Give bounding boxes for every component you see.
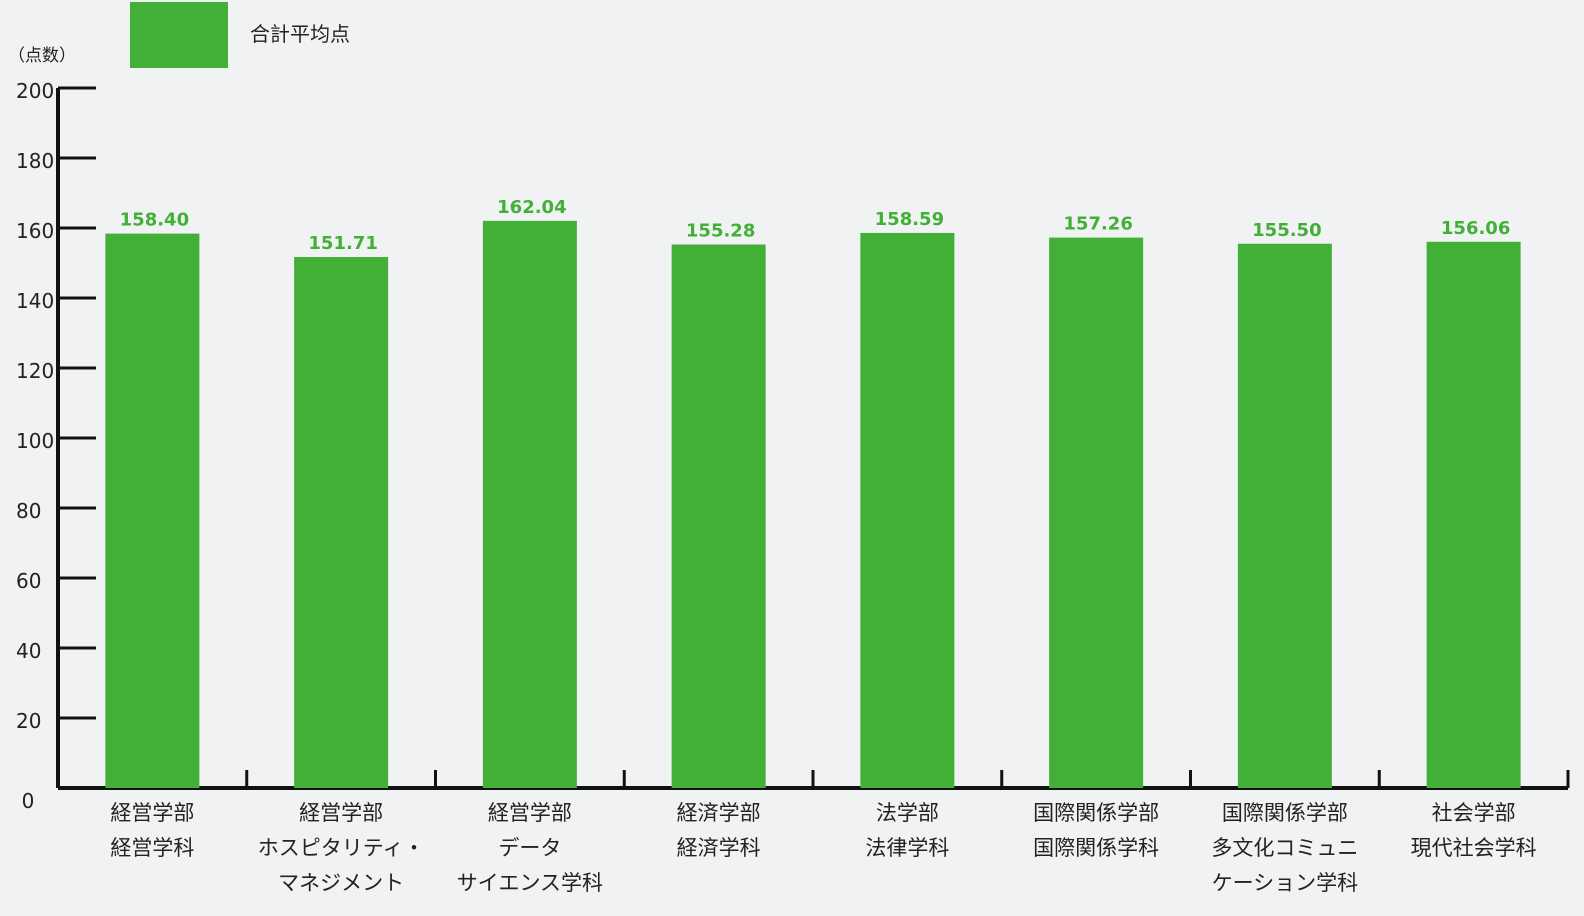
x-category-label: 法律学科 <box>865 836 949 860</box>
data-label: 155.28 <box>686 221 755 242</box>
x-category-label: 経営学部 <box>110 801 194 825</box>
y-tick-label: 100 <box>16 429 54 453</box>
y-tick-label: 120 <box>16 359 54 383</box>
legend-label: 合計平均点 <box>250 22 350 46</box>
x-category-label: 社会学部 <box>1432 801 1516 825</box>
x-category-label: 法学部 <box>876 801 939 825</box>
y-axis-unit-label: （点数） <box>8 46 76 66</box>
bar <box>1426 241 1521 789</box>
x-category-label: 国際関係学部 <box>1033 801 1159 825</box>
x-category-label: ケーション学科 <box>1212 871 1359 895</box>
bar <box>105 233 200 789</box>
y-tick-label: 20 <box>16 709 41 733</box>
x-category-label: 国際関係学科 <box>1033 836 1159 860</box>
data-label: 158.40 <box>120 210 189 231</box>
bar <box>294 257 389 788</box>
data-label: 151.71 <box>308 233 377 254</box>
bar <box>1049 237 1144 789</box>
y-tick-label: 160 <box>16 219 54 243</box>
data-label: 157.26 <box>1063 214 1132 235</box>
x-category-label: 経営学部 <box>299 801 383 825</box>
y-tick-label: 140 <box>16 289 54 313</box>
y-tick-label: 40 <box>16 639 41 663</box>
y-tick-label: 200 <box>16 79 54 103</box>
x-category-label: マネジメント <box>278 871 404 895</box>
data-label: 158.59 <box>875 209 944 230</box>
x-category-label: 多文化コミュニ <box>1211 836 1358 860</box>
legend-swatch <box>130 2 228 68</box>
y-tick-label: 80 <box>16 499 41 523</box>
x-category-label: 国際関係学部 <box>1222 801 1348 825</box>
x-category-label: 経営学科 <box>110 836 194 860</box>
x-category-label: 現代社会学科 <box>1411 836 1537 860</box>
bar <box>671 244 766 788</box>
x-category-label: 経済学部 <box>677 801 761 825</box>
y-tick-label: 60 <box>16 569 41 593</box>
x-category-label: 経営学部 <box>488 801 572 825</box>
y-tick-label: 180 <box>16 149 54 173</box>
bar <box>482 220 577 789</box>
y-tick-label: 0 <box>22 789 35 813</box>
data-label: 156.06 <box>1441 218 1510 239</box>
x-category-label: サイエンス学科 <box>457 871 603 895</box>
data-label: 162.04 <box>497 197 566 218</box>
x-category-label: ホスピタリティ・ <box>258 836 425 860</box>
x-category-label: データ <box>498 836 561 860</box>
data-label: 155.50 <box>1252 220 1321 241</box>
bar <box>1237 243 1332 788</box>
bar <box>860 232 955 788</box>
x-category-label: 経済学科 <box>677 836 761 860</box>
